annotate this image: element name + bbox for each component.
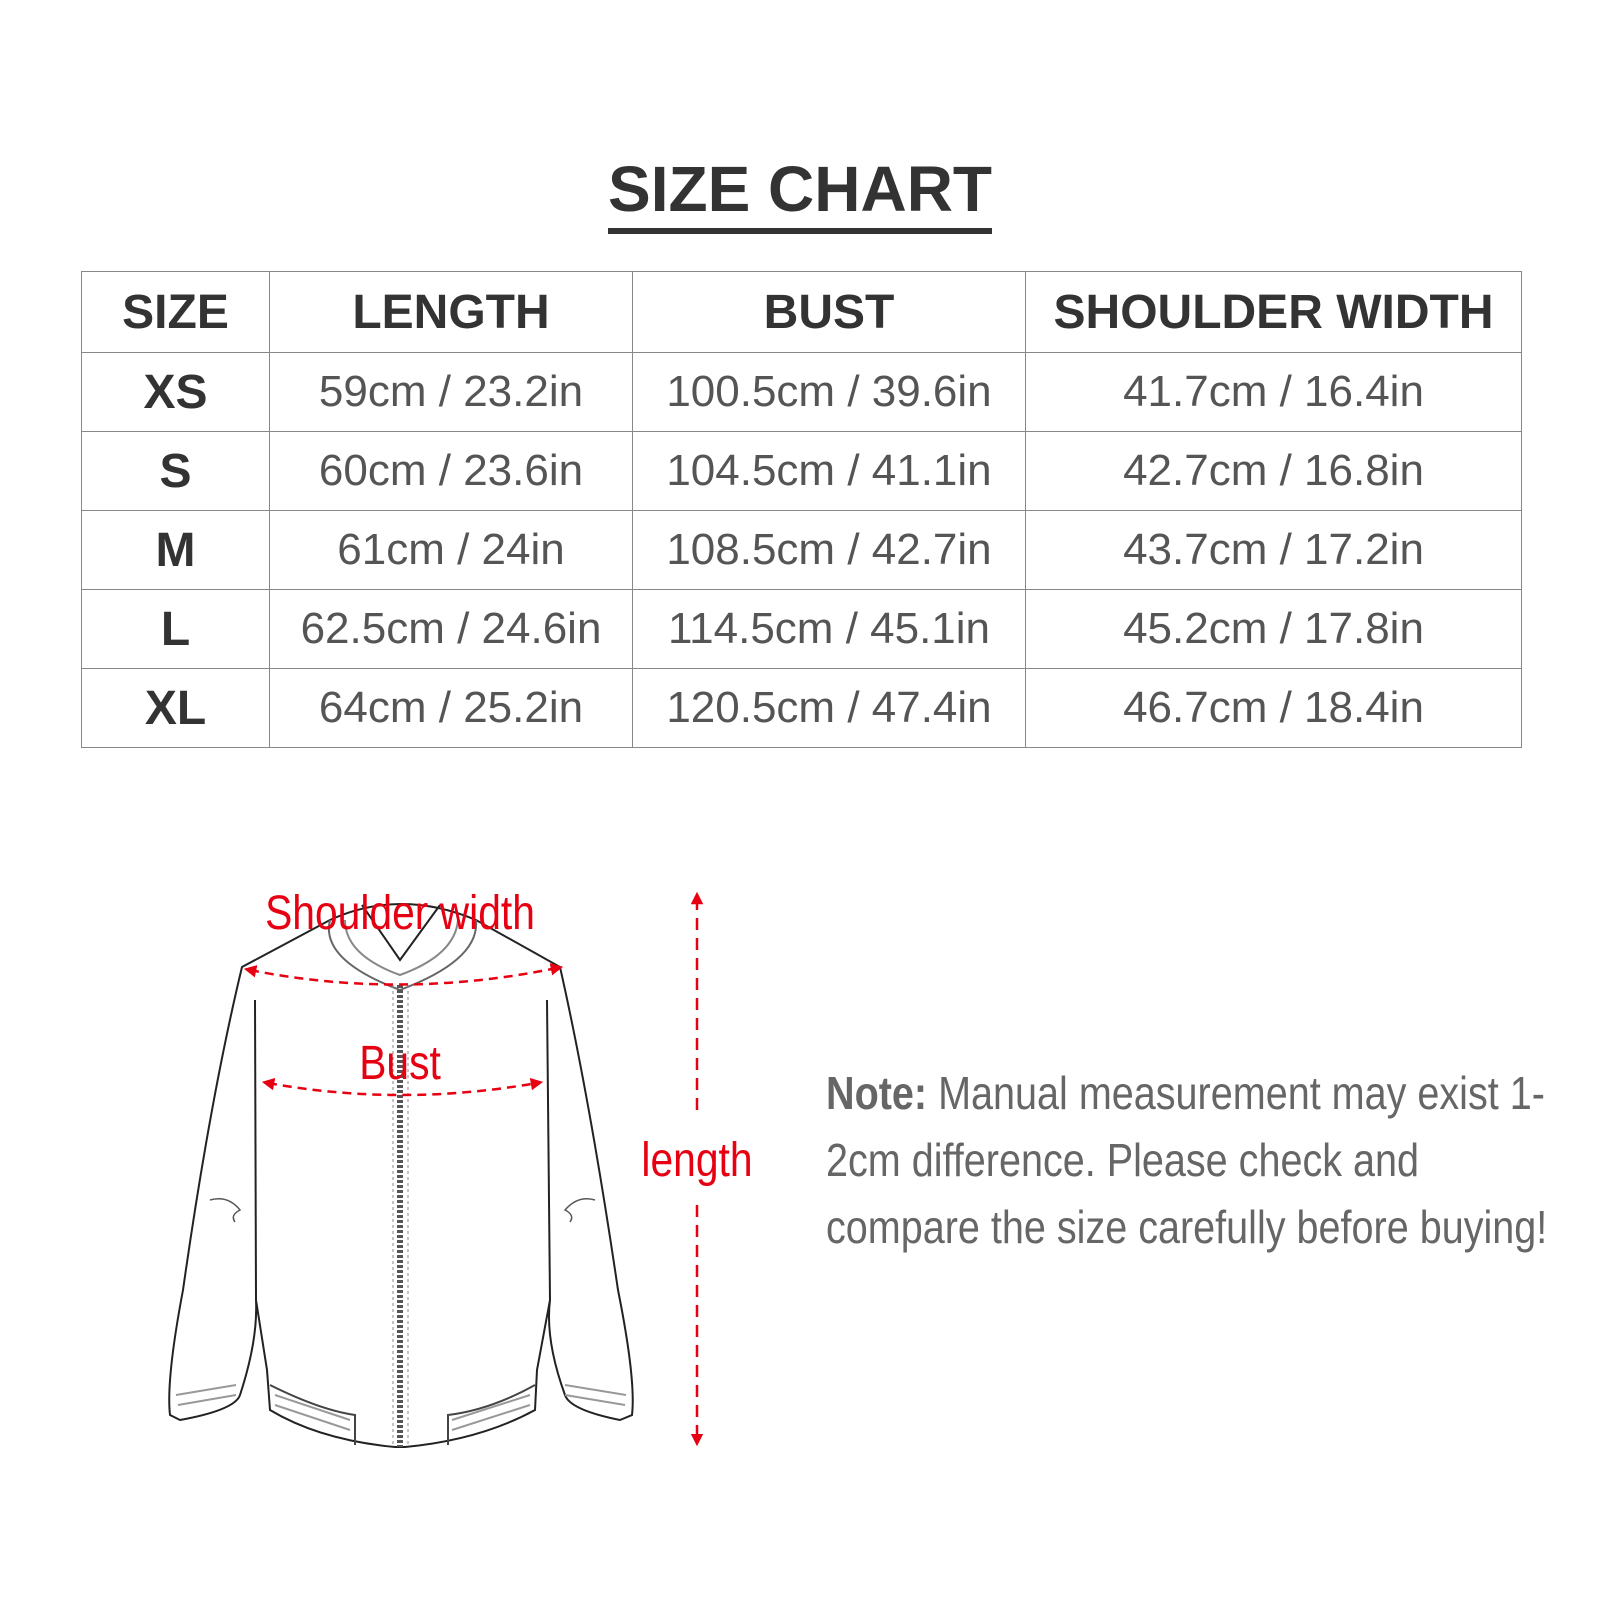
cell-size: XL bbox=[81, 668, 270, 748]
header-bust: BUST bbox=[632, 271, 1026, 353]
cell-size: L bbox=[81, 589, 270, 669]
page-title: SIZE CHART bbox=[0, 150, 1600, 234]
cell-bust: 120.5cm / 47.4in bbox=[632, 668, 1026, 748]
table-row: S 60cm / 23.6in 104.5cm / 41.1in 42.7cm / 1… bbox=[81, 431, 1522, 511]
cell-size: M bbox=[81, 510, 270, 590]
cell-shoulder: 43.7cm / 17.2in bbox=[1025, 510, 1522, 590]
table-header-row: SIZE LENGTH BUST SHOULDER WIDTH bbox=[81, 271, 1522, 353]
table-row: M 61cm / 24in 108.5cm / 42.7in 43.7cm / 17.… bbox=[81, 510, 1522, 590]
cell-shoulder: 46.7cm / 18.4in bbox=[1025, 668, 1522, 748]
jacket-outline-icon bbox=[168, 903, 634, 1448]
cell-size: S bbox=[81, 431, 270, 511]
cell-bust: 104.5cm / 41.1in bbox=[632, 431, 1026, 511]
cell-bust: 114.5cm / 45.1in bbox=[632, 589, 1026, 669]
bust-label: Bust bbox=[359, 1037, 441, 1090]
size-table: SIZE LENGTH BUST SHOULDER WIDTH XS 59cm /… bbox=[81, 271, 1522, 748]
header-shoulder-width: SHOULDER WIDTH bbox=[1025, 271, 1522, 353]
cell-bust: 108.5cm / 42.7in bbox=[632, 510, 1026, 590]
cell-length: 64cm / 25.2in bbox=[269, 668, 633, 748]
cell-shoulder: 41.7cm / 16.4in bbox=[1025, 352, 1522, 432]
length-label: length bbox=[641, 1134, 752, 1187]
table-row: XS 59cm / 23.2in 100.5cm / 39.6in 41.7cm / … bbox=[81, 352, 1522, 432]
table-row: XL 64cm / 25.2in 120.5cm / 47.4in 46.7cm / … bbox=[81, 668, 1522, 748]
note-label: Note: bbox=[826, 1067, 928, 1119]
shoulder-width-label: Shoulder width bbox=[265, 887, 535, 940]
cell-length: 62.5cm / 24.6in bbox=[269, 589, 633, 669]
header-size: SIZE bbox=[81, 271, 270, 353]
bust-arrow bbox=[261, 1077, 544, 1097]
cell-bust: 100.5cm / 39.6in bbox=[632, 352, 1026, 432]
shoulder-width-arrow bbox=[243, 963, 564, 986]
cell-size: XS bbox=[81, 352, 270, 432]
table-row: L 62.5cm / 24.6in 114.5cm / 45.1in 45.2cm /… bbox=[81, 589, 1522, 669]
note-text: Note: Manual measurement may exist 1-2cm… bbox=[826, 1060, 1583, 1261]
zipper-icon bbox=[392, 985, 409, 1447]
note-body: Manual measurement may exist 1-2cm diffe… bbox=[826, 1067, 1548, 1253]
cell-shoulder: 42.7cm / 16.8in bbox=[1025, 431, 1522, 511]
cell-length: 61cm / 24in bbox=[269, 510, 633, 590]
